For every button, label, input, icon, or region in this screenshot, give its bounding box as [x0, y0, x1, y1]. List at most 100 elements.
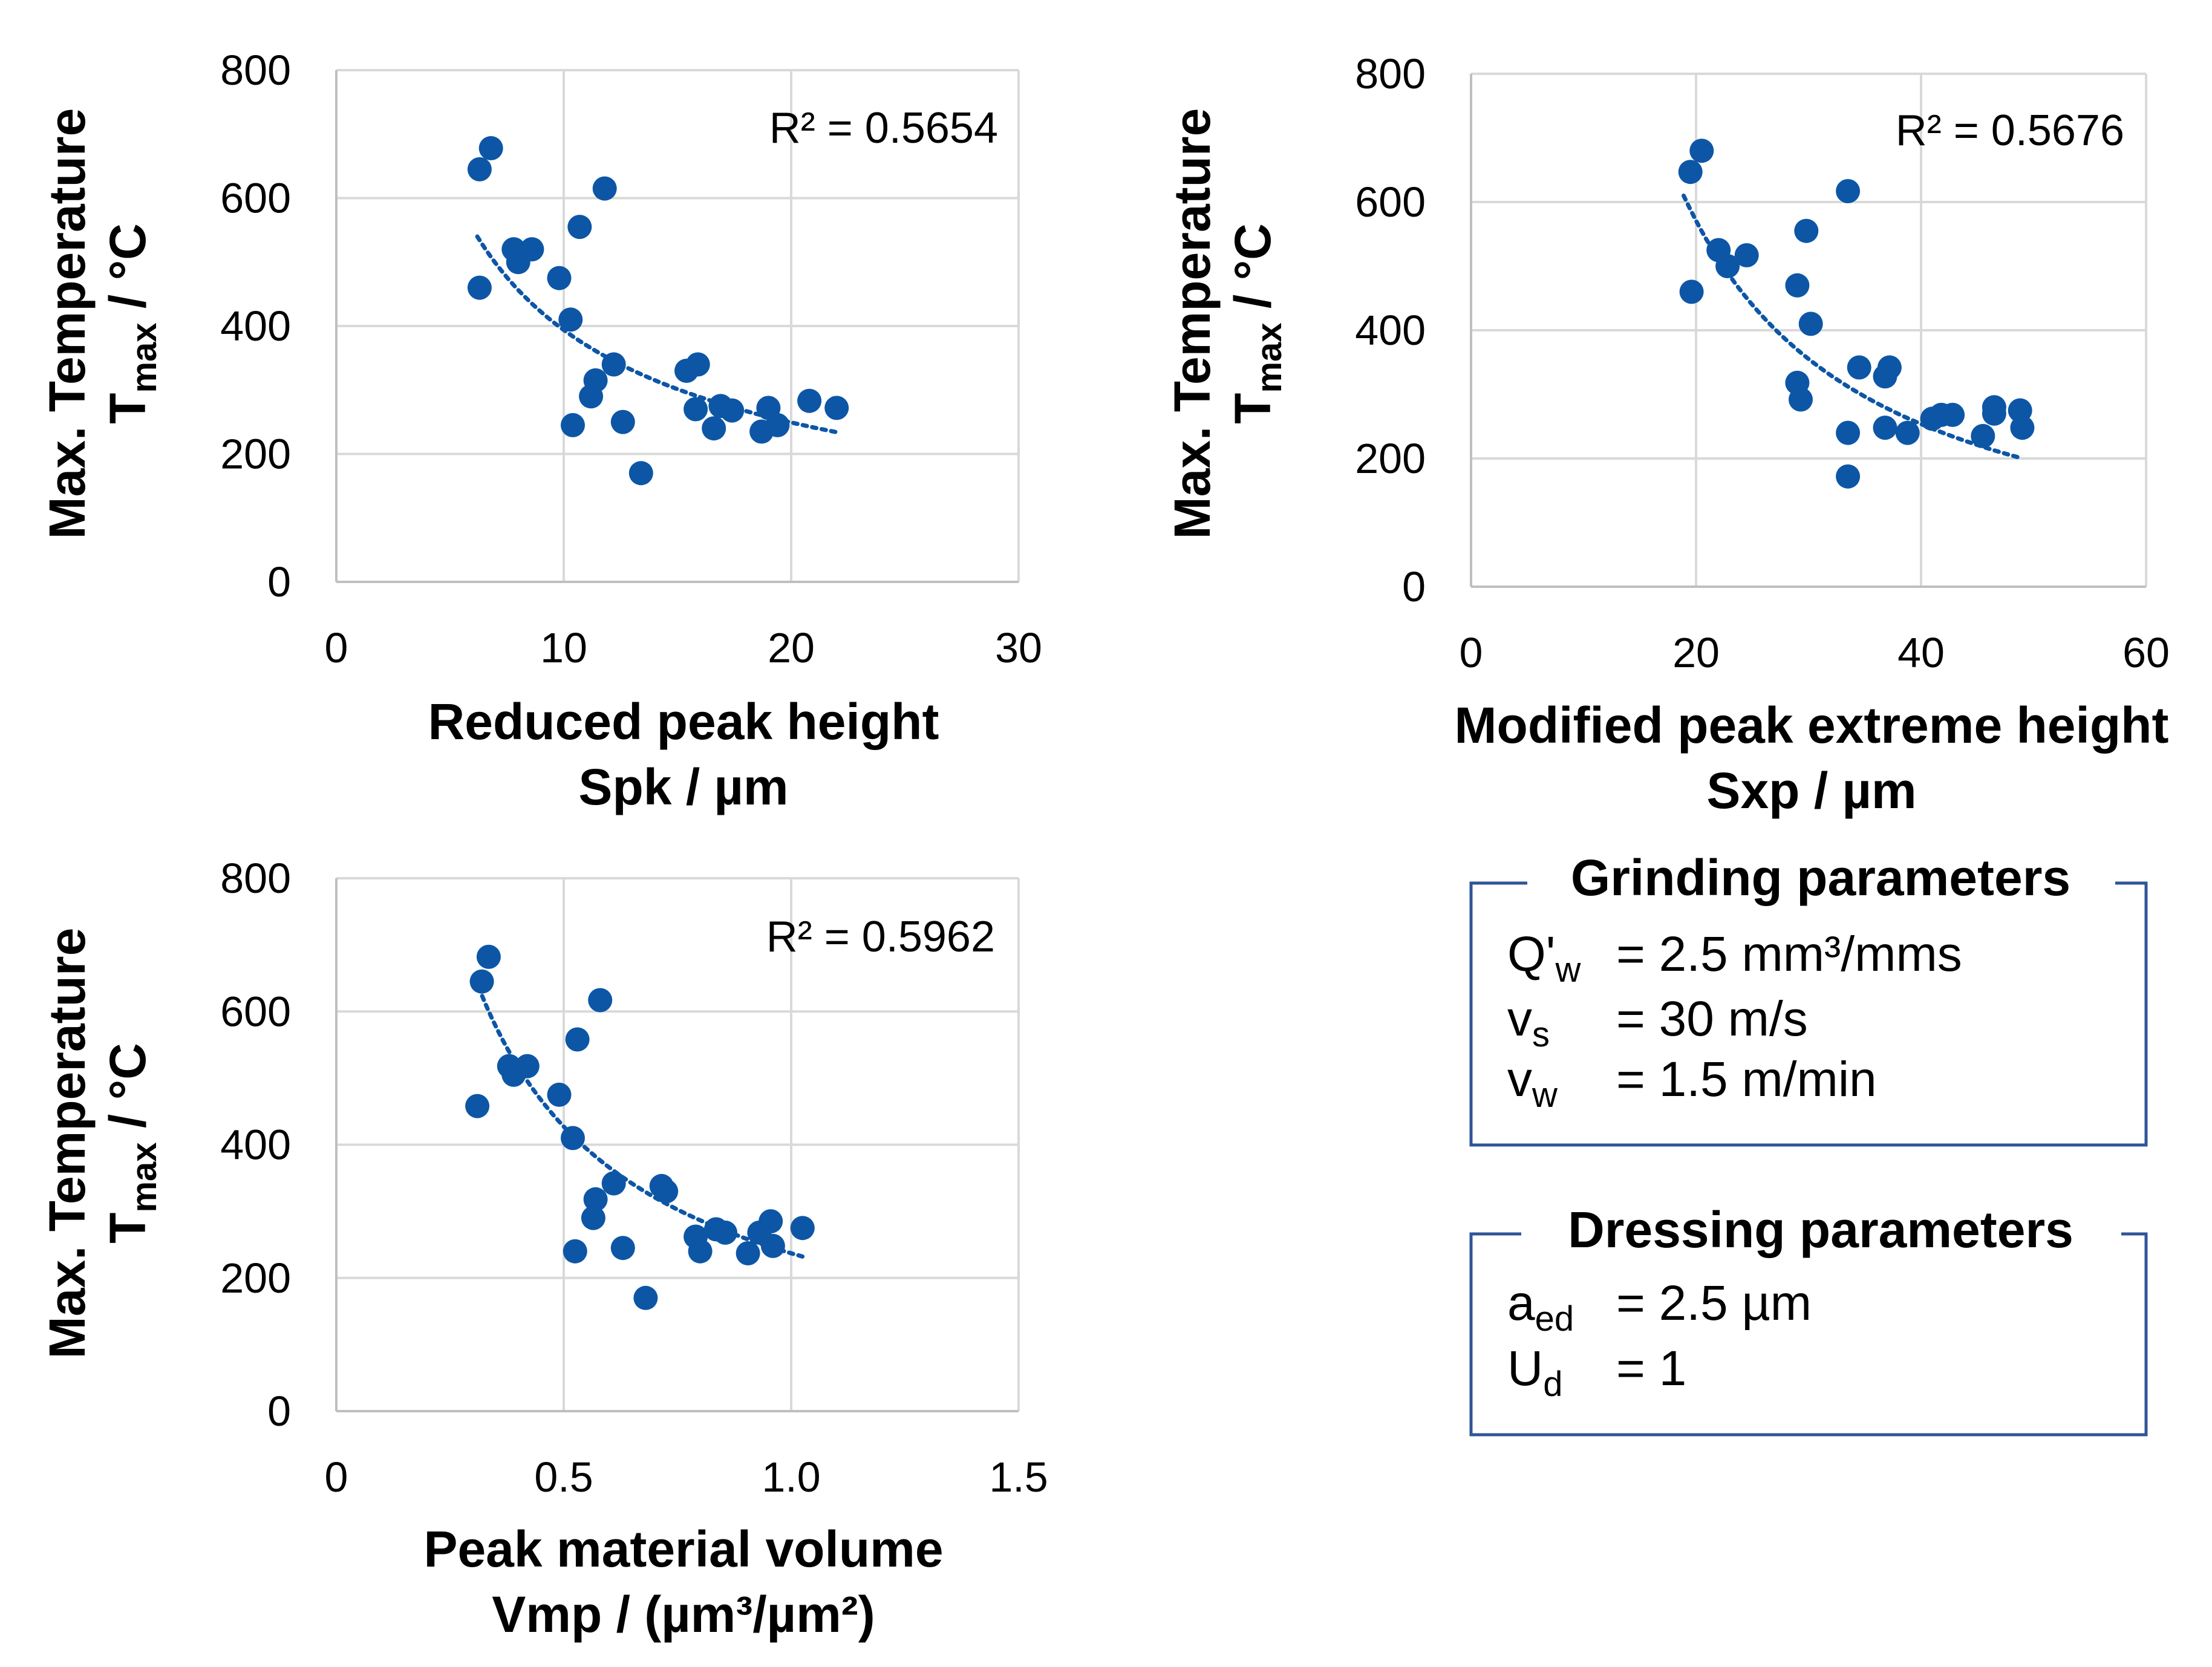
y-tick-label: 600	[1355, 178, 1426, 226]
grinding-title: Grinding parameters	[1571, 849, 2070, 906]
data-point	[1798, 312, 1823, 336]
x-tick-label: 20	[1672, 629, 1720, 676]
y-tick-label: 200	[220, 1254, 291, 1302]
data-point	[567, 215, 592, 240]
data-point	[1971, 423, 1995, 448]
chart-vmp: 0 200 400 600 800 0 0.5 1.0 1.5 R² = 0.5962 Max.…	[39, 855, 1048, 1643]
data-point	[1785, 273, 1810, 298]
data-point	[760, 1233, 785, 1258]
data-point	[1678, 160, 1703, 184]
data-point	[561, 1126, 585, 1150]
data-point	[1982, 395, 2006, 420]
data-point	[478, 136, 503, 160]
data-point	[2010, 416, 2035, 440]
x-tick-label: 0	[1460, 629, 1483, 676]
data-point	[684, 397, 708, 422]
x-tick-label: 20	[768, 624, 815, 671]
data-point	[1847, 355, 1871, 380]
data-point	[469, 969, 494, 994]
data-point	[702, 416, 726, 441]
data-point	[601, 352, 626, 377]
y-axis-title-line1: Max. Temperature	[1164, 108, 1221, 540]
tick-labels: 0 200 400 600 800 0 0.5 1.0 1.5	[220, 855, 1048, 1501]
data-point	[824, 396, 849, 420]
y-axis-title-line2: Tmax / °C	[1224, 223, 1289, 424]
x-axis-unit: Spk / µm	[578, 758, 788, 815]
data-point	[581, 1205, 605, 1230]
data-point	[520, 237, 544, 262]
x-tick-label: 30	[995, 624, 1042, 671]
grinding-row-vs: vs = 30 m/s	[1507, 991, 1808, 1054]
data-point	[1715, 254, 1740, 278]
dressing-row-ud: Ud = 1	[1507, 1341, 1686, 1404]
data-point	[467, 275, 492, 300]
trendline-path	[472, 976, 807, 1259]
trendline	[472, 976, 807, 1259]
data-point	[547, 266, 572, 290]
dressing-title: Dressing parameters	[1568, 1201, 2073, 1258]
x-axis-title: Modified peak extreme height	[1455, 697, 2169, 754]
y-tick-label: 600	[220, 175, 291, 222]
data-points	[465, 944, 815, 1310]
data-point	[547, 1082, 572, 1107]
data-point	[633, 1285, 658, 1310]
grinding-row-vw: vw = 1.5 m/min	[1507, 1052, 1877, 1115]
data-point	[1836, 464, 1861, 489]
data-point	[688, 1239, 713, 1264]
svg-text:aed: aed	[1507, 1276, 1574, 1339]
grid	[335, 877, 1020, 1412]
r-squared-label: R² = 0.5962	[766, 913, 995, 961]
x-axis-unit: Sxp / µm	[1706, 762, 1916, 819]
data-point	[467, 157, 492, 181]
data-point	[1873, 416, 1897, 440]
data-point	[797, 388, 822, 413]
data-point	[759, 1209, 783, 1234]
data-point	[558, 307, 583, 332]
data-point	[1836, 420, 1861, 445]
data-point	[610, 409, 635, 434]
chart-sxp: 0 200 400 600 800 0 20 40 60 R² = 0.5676 Max. Te…	[1164, 50, 2170, 819]
data-point	[1679, 279, 1704, 304]
y-tick-label: 400	[220, 302, 291, 350]
data-point	[1789, 387, 1813, 412]
trendline-path	[1682, 194, 2024, 461]
data-point	[790, 1216, 815, 1241]
data-point	[1877, 355, 1902, 380]
x-tick-label: 0.5	[534, 1453, 593, 1501]
tick-labels: 0 200 400 600 800 0 10 20 30	[220, 47, 1042, 671]
x-tick-label: 1.5	[989, 1453, 1048, 1501]
x-tick-label: 1.0	[762, 1453, 820, 1501]
data-point	[561, 413, 585, 437]
chart-spk: 0 200 400 600 800 0 10 20 30 R² = 0.5654 Max. Te…	[39, 47, 1042, 815]
data-point	[1836, 179, 1861, 203]
box-border	[1469, 1232, 2148, 1437]
y-tick-label: 600	[220, 988, 291, 1035]
y-tick-label: 0	[267, 1388, 291, 1435]
data-points	[467, 136, 849, 486]
data-point	[565, 1027, 590, 1052]
data-point	[1689, 139, 1714, 163]
y-tick-label: 400	[220, 1121, 291, 1169]
grinding-vs-value: = 30 m/s	[1616, 991, 1808, 1046]
data-point	[588, 988, 613, 1013]
svg-text:Q'w: Q'w	[1507, 927, 1581, 990]
data-point	[720, 398, 745, 423]
x-tick-label: 40	[1897, 629, 1945, 676]
svg-text:vs: vs	[1507, 991, 1550, 1054]
y-axis-title-line2: Tmax / °C	[99, 223, 164, 424]
x-axis-title: Peak material volume	[423, 1521, 943, 1577]
data-point	[654, 1179, 679, 1204]
dressing-ud-value: = 1	[1616, 1341, 1686, 1396]
data-point	[1895, 420, 1920, 445]
x-tick-label: 0	[325, 624, 348, 671]
y-axis-title-line2: Tmax / °C	[99, 1043, 164, 1244]
y-axis-title: Max. Temperature Tmax / °C	[39, 108, 164, 540]
y-tick-label: 200	[220, 431, 291, 478]
r-squared-label: R² = 0.5654	[769, 104, 998, 152]
data-point	[713, 1220, 737, 1245]
grinding-parameters-box: Grinding parameters Q'w = 2.5 mm³/mms vs…	[1469, 849, 2148, 1147]
grinding-vw-value: = 1.5 m/min	[1616, 1052, 1877, 1107]
data-point	[765, 413, 790, 437]
x-tick-label: 60	[2122, 629, 2170, 676]
